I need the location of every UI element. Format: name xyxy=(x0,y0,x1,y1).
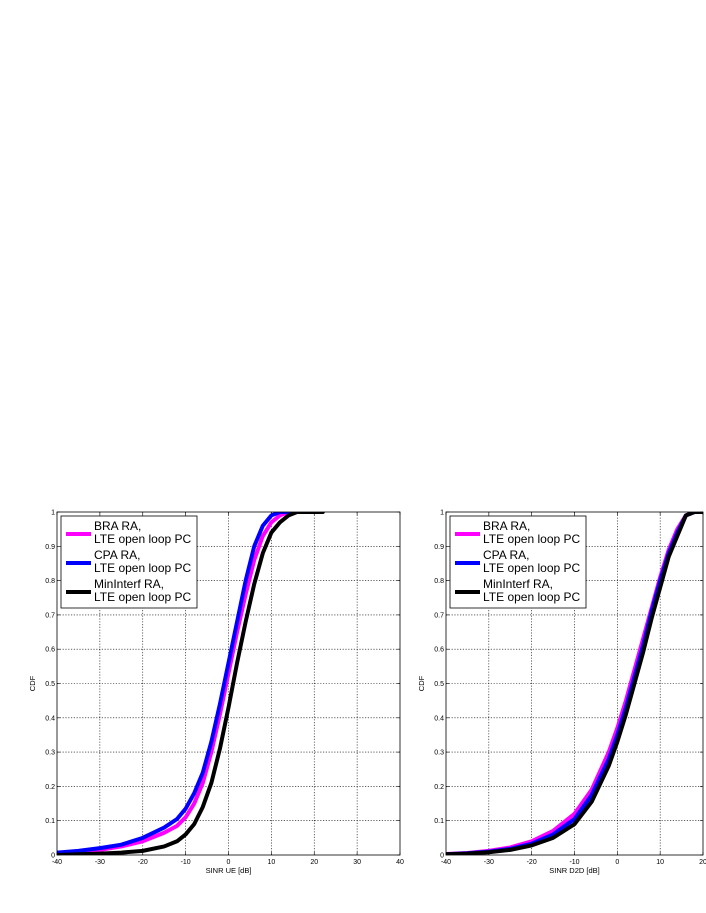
legend-label-1: CPA RA, LTE open loop PC xyxy=(94,548,192,575)
y-tick-label: 0.9 xyxy=(45,544,55,551)
y-tick-label: 0.6 xyxy=(45,647,55,654)
legend-label-0: BRA RA, LTE open loop PC xyxy=(483,519,581,546)
legend-label-line: LTE open loop PC xyxy=(483,561,581,575)
chart-sinr-ue: -40 -30 -20 -10 0 10 20 30 40 0 0.1 0.2 0.3 0.4 0.5 0.6… xyxy=(28,510,404,876)
x-tick-label: 40 xyxy=(396,859,404,866)
y-tick-label: 0.5 xyxy=(45,681,55,688)
y-tick-label: 0.2 xyxy=(45,784,55,791)
x-tick-label: -20 xyxy=(527,859,537,866)
legend-label-line: CPA RA, xyxy=(94,548,140,562)
x-tick-label: 20 xyxy=(699,859,706,866)
x-tick-label: 20 xyxy=(310,859,318,866)
x-axis-label: SINR UE [dB] xyxy=(206,866,252,875)
legend-label-2: MinInterf RA, LTE open loop PC xyxy=(483,577,581,604)
legend-label-0: BRA RA, LTE open loop PC xyxy=(94,519,192,546)
legend-label-line: LTE open loop PC xyxy=(94,532,192,546)
y-tick-label: 0.4 xyxy=(45,715,55,722)
y-tick-label: 0.8 xyxy=(45,578,55,585)
x-tick-label: -40 xyxy=(52,859,62,866)
y-tick-label: 0.3 xyxy=(45,750,55,757)
legend-label-line: BRA RA, xyxy=(483,519,530,533)
x-tick-label: -40 xyxy=(441,859,451,866)
x-tick-label: 30 xyxy=(353,859,361,866)
y-tick-label: 0.4 xyxy=(434,715,444,722)
y-axis-label: CDF xyxy=(28,675,37,691)
series-line-2 xyxy=(446,512,703,855)
y-tick-label: 0.5 xyxy=(434,681,444,688)
series-line-1 xyxy=(57,512,291,855)
y-tick-label: 0.3 xyxy=(434,750,444,757)
legend-label-line: MinInterf RA, xyxy=(94,577,164,591)
y-tick-label: 1 xyxy=(51,510,55,517)
legend-label-line: LTE open loop PC xyxy=(94,561,192,575)
legend-label-line: LTE open loop PC xyxy=(94,590,192,604)
x-tick-label: 10 xyxy=(267,859,275,866)
x-tick-label: -10 xyxy=(569,859,579,866)
axes-box xyxy=(56,511,401,856)
x-axis-label: SINR D2D [dB] xyxy=(549,866,599,875)
y-tick-label: 0 xyxy=(440,853,444,860)
legend-label-line: MinInterf RA, xyxy=(483,577,553,591)
y-axis-label: CDF xyxy=(417,675,426,691)
y-tick-label: 0.1 xyxy=(45,818,55,825)
y-tick-label: 0.6 xyxy=(434,647,444,654)
x-tick-label: 0 xyxy=(227,859,231,866)
legend-label-line: BRA RA, xyxy=(94,519,141,533)
axes-box xyxy=(445,511,704,856)
y-tick-label: 1 xyxy=(440,510,444,517)
series-line-2 xyxy=(57,512,325,855)
legend-label-line: LTE open loop PC xyxy=(483,590,581,604)
legend-label-2: MinInterf RA, LTE open loop PC xyxy=(94,577,192,604)
y-tick-label: 0.7 xyxy=(434,612,444,619)
x-tick-label: -30 xyxy=(484,859,494,866)
x-tick-label: 0 xyxy=(615,859,619,866)
x-tick-label: 10 xyxy=(656,859,664,866)
chart-sinr-d2d: -40 -30 -20 -10 0 10 20 0 0.1 0.2 0.3 0.4 0.5 0.6 0.7 0… xyxy=(417,510,706,876)
x-tick-label: -20 xyxy=(138,859,148,866)
x-tick-label: -30 xyxy=(95,859,105,866)
legend-label-1: CPA RA, LTE open loop PC xyxy=(483,548,581,575)
y-tick-label: 0.1 xyxy=(434,818,444,825)
y-tick-label: 0.8 xyxy=(434,578,444,585)
legend-label-line: CPA RA, xyxy=(483,548,529,562)
y-tick-label: 0 xyxy=(51,853,55,860)
y-tick-label: 0.2 xyxy=(434,784,444,791)
legend-label-line: LTE open loop PC xyxy=(483,532,581,546)
x-tick-label: -10 xyxy=(181,859,191,866)
series-line-0 xyxy=(57,512,300,855)
y-tick-label: 0.7 xyxy=(45,612,55,619)
y-tick-label: 0.9 xyxy=(434,544,444,551)
